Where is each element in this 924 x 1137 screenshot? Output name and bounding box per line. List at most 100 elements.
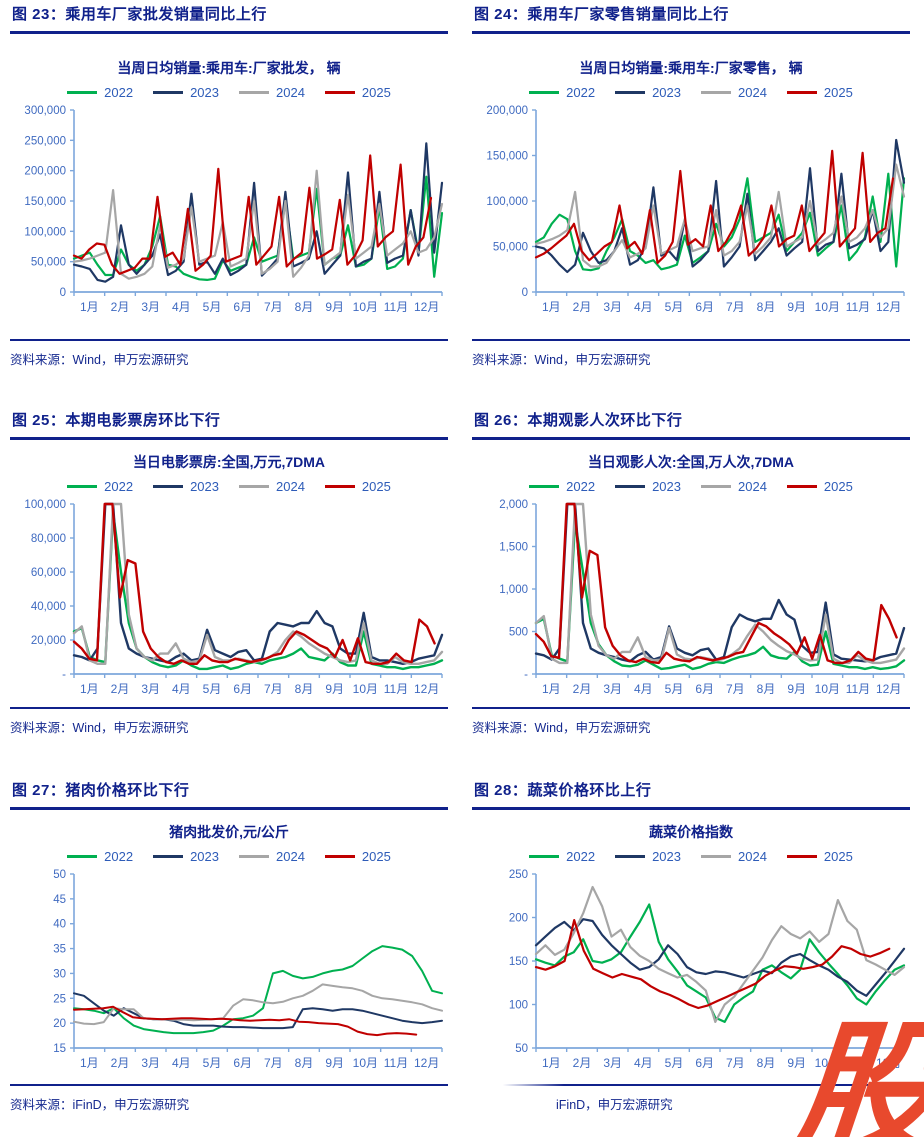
chart-26-moviegoers-line-chart: - 500 1,000 1,500 2,000 1月 2月 3月 4月 5月 6月 7月 8月 9月 10月… bbox=[499, 499, 906, 696]
legend-item-2025: 2025 bbox=[786, 849, 853, 864]
figure-26-source-note: 资料来源：Wind，申万宏源研究 bbox=[472, 721, 651, 735]
svg-text:4月: 4月 bbox=[634, 300, 653, 314]
legend-item-2022: 2022 bbox=[67, 85, 133, 100]
legend-label: 2024 bbox=[738, 848, 767, 864]
figure-28-legend: 2022 2023 2024 2025 bbox=[472, 849, 910, 864]
svg-text:3月: 3月 bbox=[603, 1056, 622, 1070]
svg-text:9月: 9月 bbox=[325, 1056, 344, 1070]
svg-text:1月: 1月 bbox=[80, 682, 99, 696]
svg-text:12月: 12月 bbox=[876, 300, 901, 314]
svg-text:500: 500 bbox=[509, 626, 528, 638]
figure-27-source-block: 资料来源：iFinD，申万宏源研究 bbox=[10, 1084, 448, 1113]
figure-25-source-block: 资料来源：Wind，申万宏源研究 bbox=[10, 707, 448, 736]
svg-text:10月: 10月 bbox=[815, 1056, 840, 1070]
svg-text:1月: 1月 bbox=[542, 682, 561, 696]
legend-label: 2022 bbox=[104, 84, 134, 100]
svg-text:5月: 5月 bbox=[203, 300, 222, 314]
svg-text:11月: 11月 bbox=[384, 300, 408, 314]
svg-text:6月: 6月 bbox=[233, 300, 252, 314]
svg-text:30: 30 bbox=[53, 968, 66, 980]
svg-text:250,000: 250,000 bbox=[24, 135, 66, 147]
chart-24-passenger-retail-line-chart: 0 50,000 100,000 150,000 200,000 1月 2月 3月 4月 5月 6月… bbox=[486, 105, 906, 314]
svg-text:12月: 12月 bbox=[876, 682, 901, 696]
svg-text:7月: 7月 bbox=[726, 1056, 745, 1070]
legend-item-2022: 2022 bbox=[67, 849, 133, 864]
svg-text:5月: 5月 bbox=[665, 1056, 684, 1070]
chart-28-vegetable-index-line-chart: 50 100 150 200 250 1月 2月 3月 4月 5月 6月 7月 8月 9月 10月 11月 12… bbox=[509, 869, 906, 1070]
svg-text:8月: 8月 bbox=[757, 682, 776, 696]
svg-text:35: 35 bbox=[53, 943, 66, 955]
figure-26-title: 图 26：本期观影人次环比下行 bbox=[472, 412, 910, 440]
legend-item-2024: 2024 bbox=[239, 849, 305, 864]
svg-text:1月: 1月 bbox=[80, 300, 99, 314]
legend-item-2022: 2022 bbox=[529, 479, 595, 494]
svg-text:7月: 7月 bbox=[726, 300, 745, 314]
svg-text:50,000: 50,000 bbox=[493, 241, 528, 253]
legend-label: 2022 bbox=[104, 848, 134, 864]
svg-text:40,000: 40,000 bbox=[31, 601, 66, 613]
figure-26-chart-subtitle: 当日观影人次:全国,万人次,7DMA bbox=[587, 453, 795, 470]
svg-text:3月: 3月 bbox=[141, 682, 160, 696]
svg-text:2月: 2月 bbox=[573, 682, 592, 696]
legend-line-swatch-2022 bbox=[67, 90, 98, 94]
svg-text:-: - bbox=[62, 669, 66, 681]
figure-28-title: 图 28：蔬菜价格环比上行 bbox=[472, 782, 910, 810]
legend-line-swatch-2022 bbox=[529, 90, 560, 94]
svg-text:9月: 9月 bbox=[787, 1056, 806, 1070]
legend-item-2024: 2024 bbox=[239, 85, 305, 100]
svg-text:2月: 2月 bbox=[573, 300, 592, 314]
legend-item-2025: 2025 bbox=[324, 479, 391, 494]
svg-text:3月: 3月 bbox=[141, 300, 160, 314]
legend-label: 2023 bbox=[652, 84, 681, 100]
svg-text:11月: 11月 bbox=[846, 682, 870, 696]
figure-23: 图 23：乘用车厂家批发销量同比上行 当周日均销量:乘用车:厂家批发， 辆 20… bbox=[0, 0, 462, 392]
legend-line-swatch-2023 bbox=[153, 854, 184, 858]
figure-27: 图 27：猪肉价格环比下行 猪肉批发价,元/公斤 2022 2023 2024 202… bbox=[0, 760, 462, 1137]
svg-text:2月: 2月 bbox=[111, 1056, 130, 1070]
legend-label: 2023 bbox=[652, 478, 681, 494]
legend-line-swatch-2024 bbox=[239, 484, 269, 488]
legend-label: 2022 bbox=[566, 478, 596, 494]
figure-25-title: 图 25：本期电影票房环比下行 bbox=[10, 412, 448, 440]
svg-text:50: 50 bbox=[53, 869, 66, 881]
legend-item-2022: 2022 bbox=[529, 849, 595, 864]
figure-23-title: 图 23：乘用车厂家批发销量同比上行 bbox=[10, 6, 448, 34]
legend-line-swatch-2022 bbox=[67, 854, 98, 858]
legend-line-swatch-2025 bbox=[786, 484, 817, 488]
legend-line-swatch-2025 bbox=[324, 854, 355, 858]
svg-text:8月: 8月 bbox=[757, 1056, 776, 1070]
figure-25-divider bbox=[10, 707, 448, 709]
svg-text:7月: 7月 bbox=[264, 682, 283, 696]
svg-text:10月: 10月 bbox=[353, 1056, 378, 1070]
svg-text:6月: 6月 bbox=[695, 300, 714, 314]
figure-28: 图 28：蔬菜价格环比上行 蔬菜价格指数 2022 2023 2024 2025 50… bbox=[462, 760, 924, 1137]
legend-label: 2023 bbox=[190, 478, 219, 494]
svg-text:100: 100 bbox=[509, 999, 528, 1011]
svg-text:5月: 5月 bbox=[665, 682, 684, 696]
figure-27-source-note: 资料来源：iFinD，申万宏源研究 bbox=[10, 1098, 190, 1112]
svg-text:5月: 5月 bbox=[203, 682, 222, 696]
svg-text:1月: 1月 bbox=[542, 300, 561, 314]
legend-label: 2022 bbox=[566, 848, 596, 864]
svg-text:80,000: 80,000 bbox=[31, 533, 66, 545]
figure-26-source-block: 资料来源：Wind，申万宏源研究 bbox=[472, 707, 910, 736]
svg-text:4月: 4月 bbox=[172, 1056, 191, 1070]
svg-text:11月: 11月 bbox=[846, 1056, 870, 1070]
legend-item-2023: 2023 bbox=[615, 85, 681, 100]
legend-item-2023: 2023 bbox=[153, 479, 219, 494]
svg-text:3月: 3月 bbox=[141, 1056, 160, 1070]
svg-text:40: 40 bbox=[53, 918, 66, 930]
svg-text:9月: 9月 bbox=[787, 300, 806, 314]
svg-text:6月: 6月 bbox=[695, 1056, 714, 1070]
figure-28-source-note: iFinD，申万宏源研究 bbox=[556, 1098, 673, 1112]
legend-line-swatch-2025 bbox=[786, 90, 817, 94]
figure-28-chart-subtitle: 蔬菜价格指数 bbox=[649, 823, 733, 840]
legend-line-swatch-2024 bbox=[239, 854, 269, 858]
svg-text:45: 45 bbox=[53, 894, 66, 906]
svg-text:150,000: 150,000 bbox=[486, 150, 528, 162]
svg-text:8月: 8月 bbox=[757, 300, 776, 314]
legend-line-swatch-2025 bbox=[324, 484, 355, 488]
legend-label: 2022 bbox=[104, 478, 134, 494]
figure-24-chart-subtitle: 当周日均销量:乘用车:厂家零售， 辆 bbox=[579, 59, 803, 76]
